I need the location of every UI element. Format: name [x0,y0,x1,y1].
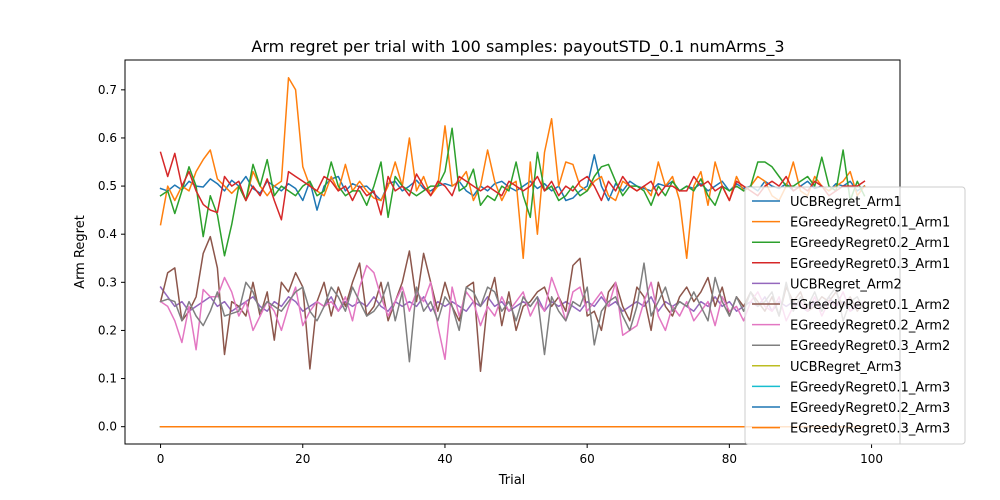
x-tick-label: 80 [722,452,737,466]
legend-box [744,186,966,445]
y-axis: 0.0 0.1 0.2 0.3 0.4 0.5 0.6 0.7 [98,83,125,434]
y-tick-label: 0.5 [98,179,117,193]
y-tick-label: 0.7 [98,83,117,97]
legend-label: EGreedyRegret0.2_Arm2 [790,319,950,334]
legend-label: EGreedyRegret0.1_Arm1 [790,216,950,231]
y-axis-label: Arm Regret [73,215,88,289]
x-tick-label: 40 [437,452,452,466]
legend-label: UCBRegret_Arm2 [790,277,902,292]
legend-label: EGreedyRegret0.3_Arm3 [790,422,950,437]
chart-title: Arm regret per trial with 100 samples: p… [251,37,784,57]
x-axis: 0 20 40 60 80 100 [157,444,883,466]
x-axis-label: Trial [498,473,526,488]
x-tick-label: 20 [295,452,310,466]
y-tick-label: 0.2 [98,323,117,337]
legend-label: EGreedyRegret0.2_Arm3 [790,401,950,416]
x-tick-label: 100 [860,452,883,466]
y-tick-label: 0.4 [98,227,117,241]
y-tick-label: 0.1 [98,372,117,386]
legend-label: EGreedyRegret0.1_Arm2 [790,298,950,313]
y-tick-label: 0.0 [98,420,117,434]
x-tick-label: 0 [157,452,165,466]
legend-label: EGreedyRegret0.3_Arm2 [790,339,950,354]
legend-label: UCBRegret_Arm1 [790,195,902,210]
y-tick-label: 0.6 [98,131,117,145]
legend-label: EGreedyRegret0.2_Arm1 [790,236,950,251]
legend-label: UCBRegret_Arm3 [790,360,902,375]
x-tick-label: 60 [580,452,595,466]
legend-label: EGreedyRegret0.3_Arm1 [790,257,950,272]
y-tick-label: 0.3 [98,275,117,289]
legend: UCBRegret_Arm1 EGreedyRegret0.1_Arm1 EGree… [744,186,966,445]
legend-label: EGreedyRegret0.1_Arm3 [790,380,950,395]
